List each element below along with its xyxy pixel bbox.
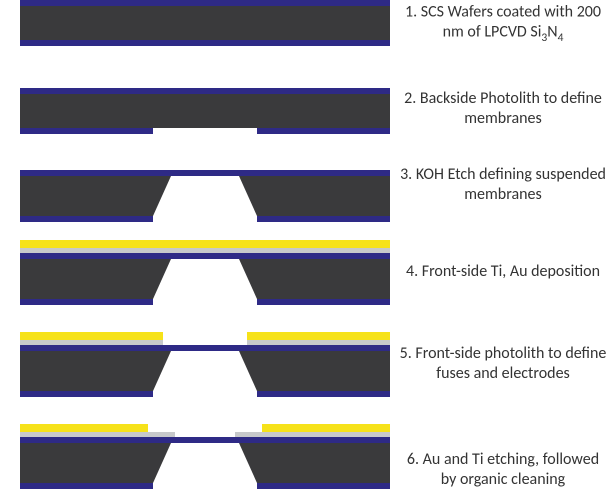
fabrication-process-diagram: 1. SCS Wafers coated with 200 nm of LPCV…: [0, 0, 615, 502]
step-6-au-ti-etching-caption: 6. Au and Ti etching, followed by organi…: [398, 450, 608, 490]
step-6-au-ti-etching-cross-section: [20, 424, 390, 502]
step-6-au-ti-etching: 6. Au and Ti etching, followed by organi…: [0, 0, 615, 502]
